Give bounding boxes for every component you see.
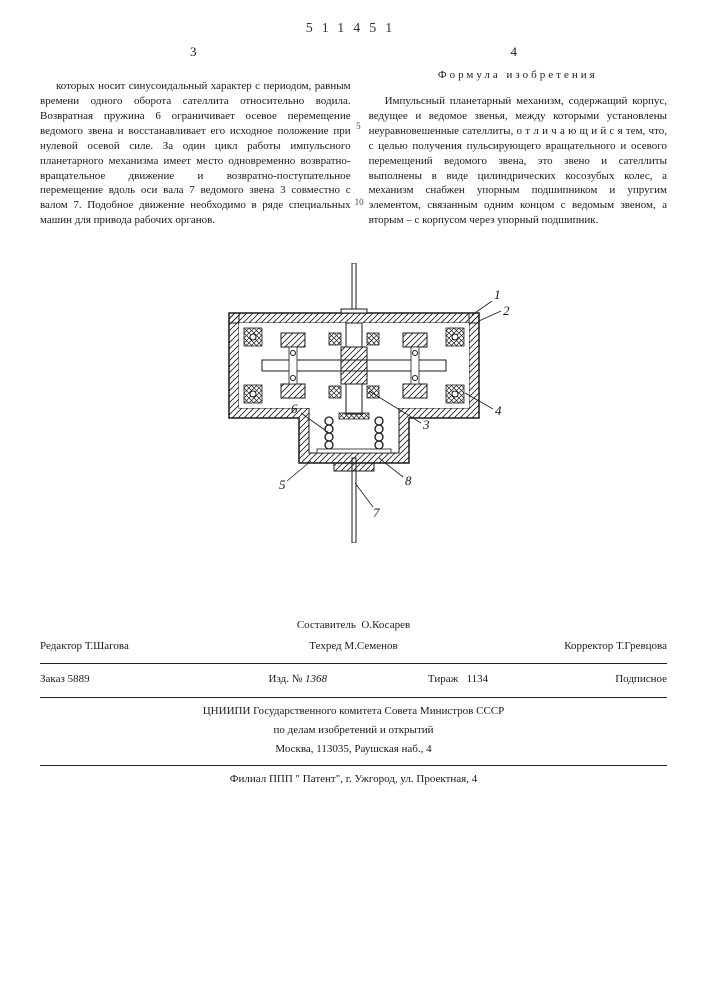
compiler-name: О.Косарев <box>361 619 410 631</box>
tirazh-number: 1134 <box>467 673 489 685</box>
separator-2 <box>40 697 667 698</box>
address-1: Москва, 113035, Раушская наб., 4 <box>40 742 667 757</box>
signed-label: Подписное <box>615 673 667 685</box>
patent-number: 511451 <box>40 20 667 39</box>
corrector-label: Корректор <box>564 640 613 652</box>
callout-6: 6 <box>291 401 298 416</box>
callout-2: 2 <box>503 303 510 318</box>
branch-address: Филиал ППП " Патент", г. Ужгород, ул. Пр… <box>40 772 667 787</box>
left-column: 5 10 которых носит синусоидальный характ… <box>40 68 351 238</box>
callout-4: 4 <box>495 403 502 418</box>
techred-label: Техред <box>309 640 341 652</box>
print-row: Заказ 5889 Изд. № 1368 Тираж 1134 Подпис… <box>40 670 667 689</box>
separator-1 <box>40 663 667 664</box>
mechanism-svg: 1 2 3 4 5 6 7 8 <box>189 263 519 543</box>
right-column: Формула изобретения Импульсный планетарн… <box>369 68 667 238</box>
callout-5: 5 <box>279 477 286 492</box>
mechanism-figure: 1 2 3 4 5 6 7 8 <box>40 263 667 548</box>
compiler-row: Составитель О.Косарев <box>40 618 667 633</box>
corrector-name: Т.Гревцова <box>616 640 667 652</box>
column-numbers: 3 4 <box>40 43 667 61</box>
institution-1: ЦНИИПИ Государственного комитета Совета … <box>40 704 667 719</box>
callout-7: 7 <box>373 505 380 520</box>
techred-name: М.Семенов <box>344 640 397 652</box>
order-label: Заказ <box>40 673 65 685</box>
line-marker-5: 5 <box>356 120 361 132</box>
formula-title: Формула изобретения <box>369 68 667 83</box>
line-marker-10: 10 <box>355 196 364 208</box>
footer: Составитель О.Косарев Редактор Т.Шагова … <box>40 618 667 787</box>
right-paragraph: Импульсный планетарный механизм, содержа… <box>369 94 667 228</box>
callout-1: 1 <box>494 287 501 302</box>
left-paragraph: которых носит синусоидальный характер с … <box>40 79 351 227</box>
izd-label: Изд. № <box>269 673 303 685</box>
callout-8: 8 <box>405 473 412 488</box>
col-num-right: 4 <box>511 43 518 61</box>
compiler-label: Составитель <box>297 619 356 631</box>
body-columns: 5 10 которых носит синусоидальный характ… <box>40 68 667 238</box>
editor-label: Редактор <box>40 640 82 652</box>
institution-2: по делам изобретений и открытий <box>40 723 667 738</box>
col-num-left: 3 <box>190 43 197 61</box>
separator-3 <box>40 765 667 766</box>
patent-page: 511451 3 4 5 10 которых носит синусоидал… <box>0 0 707 1000</box>
order-number: 5889 <box>68 673 90 685</box>
callout-3: 3 <box>422 417 430 432</box>
credits-row: Редактор Т.Шагова Техред М.Семенов Корре… <box>40 637 667 656</box>
editor-name: Т.Шагова <box>85 640 129 652</box>
izd-number: 1368 <box>305 673 327 685</box>
tirazh-label: Тираж <box>428 673 458 685</box>
